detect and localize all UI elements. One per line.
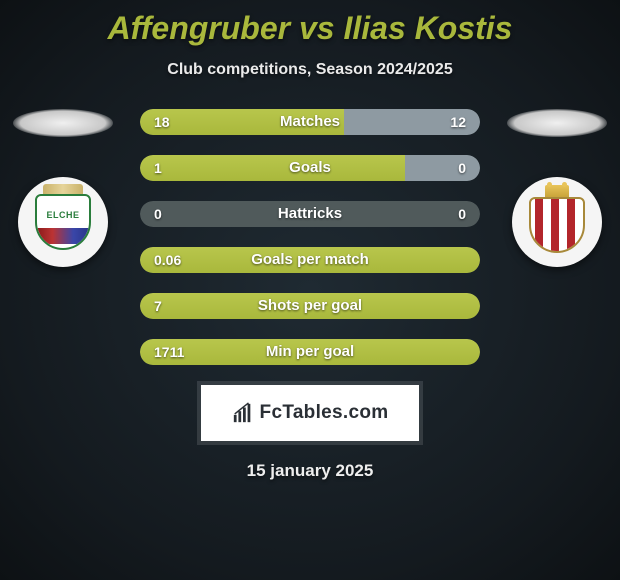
stat-bar: Hattricks0 0 <box>140 201 480 227</box>
date-text: 15 january 2025 <box>0 461 620 481</box>
stat-bar: Matches18 12 <box>140 109 480 135</box>
stat-bar: Min per goal1711 <box>140 339 480 365</box>
player-silhouette-placeholder <box>13 109 113 137</box>
stat-label: Min per goal <box>140 339 480 365</box>
elche-crest-icon: ELCHE <box>35 194 91 250</box>
left-player-column: ELCHE <box>8 109 118 267</box>
watermark-text: FcTables.com <box>260 402 389 424</box>
stat-value-left: 0 <box>154 201 162 227</box>
stat-value-right: 0 <box>458 155 466 181</box>
stats-bars-container: Matches1812Goals10Hattricks00Goals per m… <box>140 109 480 365</box>
stat-value-left: 18 <box>154 109 170 135</box>
stat-label: Goals <box>140 155 480 181</box>
stat-label: Hattricks <box>140 201 480 227</box>
stat-value-left: 7 <box>154 293 162 319</box>
left-club-logo: ELCHE <box>18 177 108 267</box>
right-player-column <box>502 109 612 267</box>
stat-value-right: 0 <box>458 201 466 227</box>
content-area: ELCHE Matches1812Goals10Hattricks00Goals… <box>0 109 620 481</box>
stat-value-left: 1711 <box>154 339 184 365</box>
fctables-logo-icon <box>232 402 254 424</box>
algeciras-crest-icon <box>529 189 585 255</box>
subtitle: Club competitions, Season 2024/2025 <box>0 61 620 79</box>
stat-bar: Goals per match0.06 <box>140 247 480 273</box>
stat-value-left: 1 <box>154 155 162 181</box>
right-club-logo <box>512 177 602 267</box>
stat-label: Matches <box>140 109 480 135</box>
stat-value-left: 0.06 <box>154 247 181 273</box>
stat-bar: Goals1 0 <box>140 155 480 181</box>
watermark: FcTables.com <box>201 385 419 441</box>
stat-label: Shots per goal <box>140 293 480 319</box>
stat-label: Goals per match <box>140 247 480 273</box>
page-title: Affengruber vs Ilias Kostis <box>0 0 620 47</box>
stat-value-right: 12 <box>450 109 466 135</box>
stat-bar: Shots per goal7 <box>140 293 480 319</box>
player-silhouette-placeholder <box>507 109 607 137</box>
